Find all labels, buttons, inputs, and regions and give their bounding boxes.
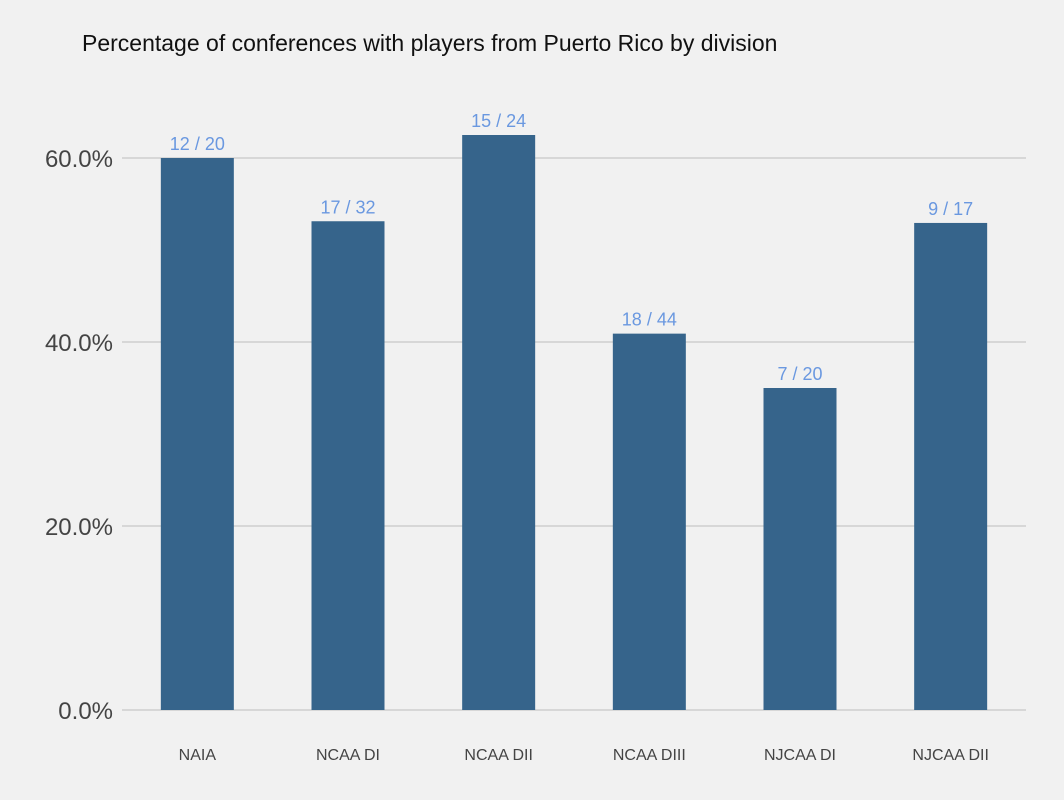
x-tick-label: NCAA DIII	[613, 747, 686, 764]
y-tick-label: 40.0%	[45, 330, 113, 357]
bar	[612, 333, 686, 710]
data-label: 18 / 44	[622, 310, 677, 330]
y-tick-label: 0.0%	[58, 698, 113, 725]
data-label: 17 / 32	[320, 197, 375, 217]
x-tick-label: NJCAA DI	[764, 747, 836, 764]
x-tick-label: NCAA DII	[464, 747, 532, 764]
x-tick-label: NJCAA DII	[912, 747, 988, 764]
bar	[914, 222, 988, 710]
bar	[462, 135, 536, 710]
x-tick-label: NCAA DI	[316, 747, 380, 764]
data-label: 12 / 20	[170, 134, 225, 154]
x-tick-label: NAIA	[179, 747, 217, 764]
data-label: 7 / 20	[777, 364, 822, 384]
bar	[311, 221, 385, 710]
chart-title: Percentage of conferences with players f…	[82, 30, 778, 56]
data-label: 9 / 17	[928, 199, 973, 219]
y-tick-label: 60.0%	[45, 146, 113, 173]
bar	[160, 158, 234, 710]
y-tick-label: 20.0%	[45, 514, 113, 541]
bar	[763, 388, 837, 710]
data-label: 15 / 24	[471, 111, 526, 131]
